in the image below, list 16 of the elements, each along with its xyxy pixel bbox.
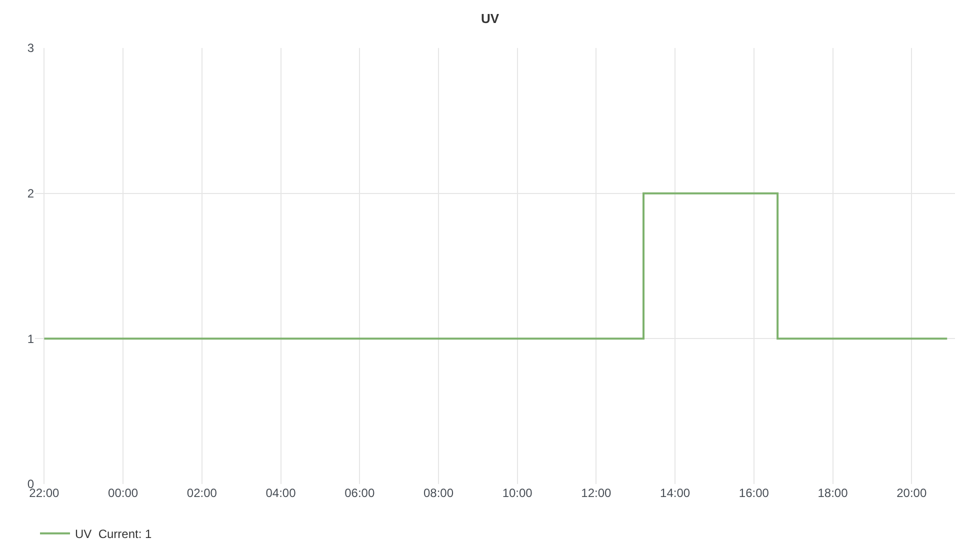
x-tick-label: 00:00	[108, 486, 138, 500]
x-tick-label: 20:00	[896, 486, 927, 500]
y-tick-label: 1	[27, 332, 34, 346]
y-tick-label: 2	[27, 186, 34, 201]
x-tick-label: 08:00	[423, 486, 454, 500]
x-tick-label: 04:00	[266, 486, 296, 500]
x-tick-label: 18:00	[818, 486, 848, 500]
y-tick-label: 3	[27, 41, 34, 56]
x-tick-label: 06:00	[344, 486, 375, 500]
x-tick-label: 14:00	[660, 486, 690, 500]
legend-label: UV Current: 1	[75, 527, 152, 542]
x-tick-label: 16:00	[738, 486, 770, 500]
chart-title: UV	[480, 11, 500, 26]
x-tick-label: 10:00	[502, 486, 533, 500]
x-tick-label: 02:00	[186, 486, 218, 500]
x-tick-label: 12:00	[581, 486, 612, 500]
